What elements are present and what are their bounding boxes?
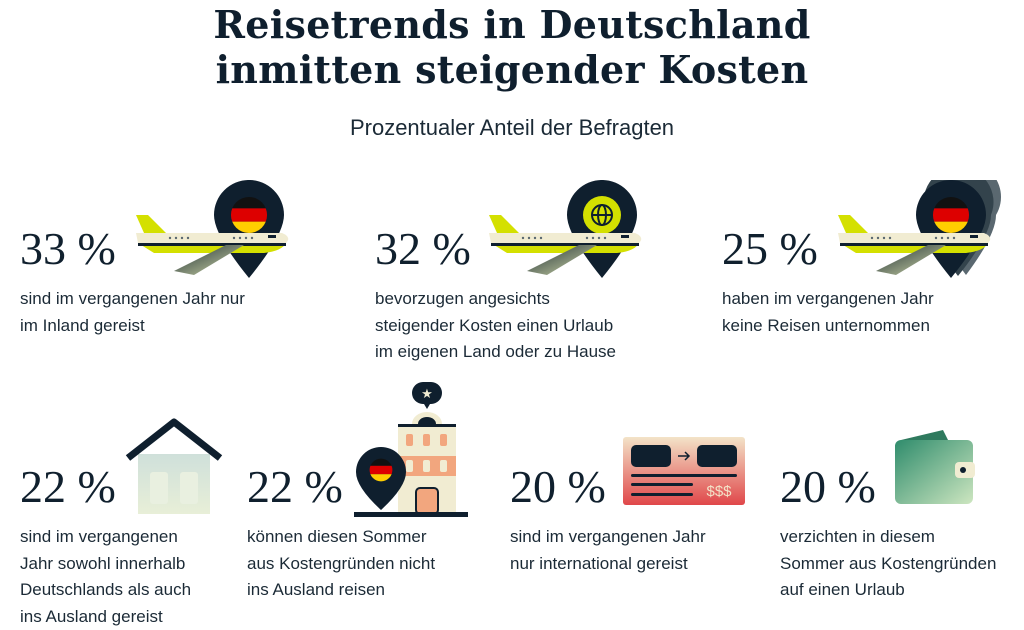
stat-value: 25 % — [722, 223, 818, 274]
title-line-1: Reisetrends in Deutschland — [213, 2, 811, 47]
desc-line: haben im vergangenen Jahr — [722, 289, 934, 308]
stat-description: bevorzugen angesichts steigender Kosten e… — [375, 286, 616, 366]
stat-value: 22 % — [247, 461, 343, 512]
stat-description: können diesen Sommer aus Kostengründen ni… — [247, 524, 435, 604]
desc-line: sind im vergangenen — [20, 527, 178, 546]
airplane-germany-pin-icon — [136, 180, 289, 278]
stat-description: sind im vergangenen Jahr nur internationa… — [510, 524, 706, 577]
desc-line: keine Reisen unternommen — [722, 315, 930, 335]
desc-line: Sommer aus Kostengründen — [780, 553, 997, 573]
ticket-price: $$$ — [706, 483, 732, 500]
svg-text:★: ★ — [421, 386, 433, 401]
subtitle: Prozentualer Anteil der Befragten — [349, 115, 675, 140]
stat-description: sind im vergangenen Jahr nur im Inland ge… — [20, 286, 245, 339]
desc-line: steigender Kosten einen Urlaub — [375, 315, 614, 335]
desc-line: sind im vergangenen Jahr nur — [20, 289, 245, 308]
wallet-icon — [895, 430, 975, 504]
desc-line: aus Kostengründen nicht — [247, 553, 436, 573]
stat-value: 20 % — [780, 461, 876, 512]
desc-line: sind im vergangenen Jahr — [510, 527, 706, 546]
stat-description: haben im vergangenen Jahr keine Reisen un… — [722, 286, 934, 339]
desc-line: auf einen Urlaub — [780, 580, 905, 599]
desc-line: Deutschlands als auch — [20, 580, 192, 599]
stat-value: 32 % — [375, 223, 471, 274]
ticket-icon: $$$ — [623, 437, 745, 505]
page-title: Reisetrends in Deutschland inmitten steig… — [0, 2, 1024, 92]
airplane-stacked-germany-pins-icon — [838, 180, 1001, 278]
stat-value: 20 % — [510, 461, 606, 512]
desc-line: bevorzugen angesichts — [375, 289, 550, 308]
stat-description: sind im vergangenen Jahr sowohl innerhalb… — [20, 524, 191, 630]
title-line-2: inmitten steigender Kosten — [215, 47, 809, 92]
house-icon — [125, 418, 223, 514]
hotel-germany-pin-icon: ★ — [354, 382, 468, 517]
desc-line: können diesen Sommer — [247, 527, 427, 546]
stat-value: 33 % — [20, 223, 116, 274]
airplane-globe-pin-icon — [489, 180, 642, 278]
desc-line: nur international gereist — [510, 553, 688, 573]
desc-line: ins Ausland gereist — [20, 606, 163, 626]
desc-line: im Inland gereist — [20, 315, 145, 335]
stat-description: verzichten in diesem Sommer aus Kostengrü… — [780, 524, 996, 604]
desc-line: Jahr sowohl innerhalb — [20, 553, 186, 573]
desc-line: ins Ausland reisen — [247, 580, 385, 599]
desc-line: verzichten in diesem — [780, 527, 935, 546]
desc-line: im eigenen Land oder zu Hause — [375, 342, 616, 361]
stat-value: 22 % — [20, 461, 116, 512]
